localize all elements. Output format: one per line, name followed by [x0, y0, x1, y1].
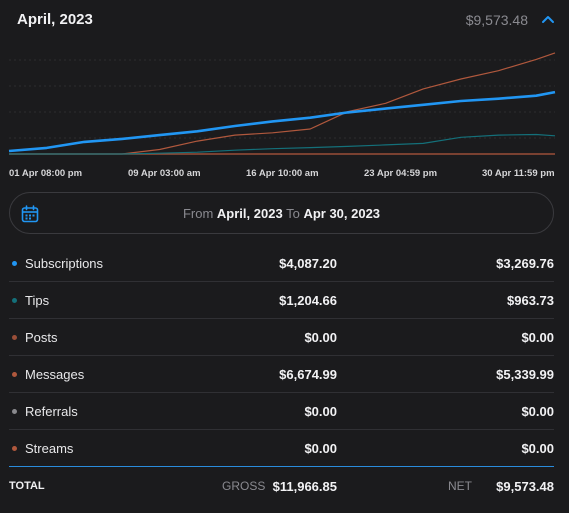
x-tick-label: 01 Apr 08:00 pm	[9, 168, 83, 179]
table-row: Messages $6,674.99 $5,339.99	[9, 356, 554, 393]
header-total: $9,573.48	[465, 12, 528, 28]
table-row: Tips $1,204.66 $963.73	[9, 282, 554, 319]
row-gross: $1,204.66	[279, 293, 337, 308]
row-net: $5,339.99	[496, 367, 554, 382]
row-net: $0.00	[521, 330, 554, 345]
legend-dot-icon	[12, 335, 17, 340]
earnings-chart	[8, 52, 556, 155]
table-row: Posts $0.00 $0.00	[9, 319, 554, 356]
row-net: $0.00	[521, 404, 554, 419]
earnings-breakdown-table: Subscriptions $4,087.20 $3,269.76 Tips $1,20…	[9, 245, 554, 467]
row-label: Streams	[25, 441, 74, 456]
series-line-messages	[9, 52, 556, 155]
calendar-icon	[21, 205, 39, 223]
x-tick-label: 30 Apr 11:59 pm	[482, 168, 555, 179]
date-range-text: From April, 2023 To Apr 30, 2023	[10, 206, 553, 221]
row-gross: $0.00	[304, 404, 337, 419]
range-to-value: Apr 30, 2023	[303, 206, 381, 221]
total-divider	[9, 466, 554, 467]
row-gross: $0.00	[304, 330, 337, 345]
row-gross: $4,087.20	[279, 256, 337, 271]
net-total: $9,573.48	[496, 479, 554, 494]
series-line-subscriptions	[8, 90, 556, 153]
legend-dot-icon	[12, 446, 17, 451]
row-gross: $6,674.99	[279, 367, 337, 382]
legend-dot-icon	[12, 261, 17, 266]
total-row: TOTAL GROSS $11,966.85 NET $9,573.48	[9, 467, 554, 507]
chevron-up-icon[interactable]	[539, 10, 557, 28]
date-range-picker[interactable]: From April, 2023 To Apr 30, 2023	[9, 192, 554, 234]
row-label: Subscriptions	[25, 256, 104, 271]
range-from-value: April, 2023	[216, 206, 283, 221]
table-row: Subscriptions $4,087.20 $3,269.76	[9, 245, 554, 282]
x-tick-label: 09 Apr 03:00 am	[128, 168, 201, 179]
table-row: Streams $0.00 $0.00	[9, 430, 554, 467]
row-label: Messages	[25, 367, 85, 382]
row-label: Referrals	[25, 404, 78, 419]
row-net: $963.73	[507, 293, 554, 308]
row-gross: $0.00	[304, 441, 337, 456]
range-from-label: From	[182, 206, 214, 221]
gross-caption: GROSS	[222, 479, 266, 493]
series-line-tips	[9, 133, 556, 155]
legend-dot-icon	[12, 298, 17, 303]
net-caption: NET	[448, 479, 472, 493]
x-tick-label: 16 Apr 10:00 am	[246, 168, 319, 179]
x-axis-labels: 01 Apr 08:00 pm 09 Apr 03:00 am 16 Apr 1…	[0, 168, 569, 182]
row-label: Posts	[25, 330, 58, 345]
total-label: TOTAL	[9, 480, 45, 492]
x-tick-label: 23 Apr 04:59 pm	[364, 168, 438, 179]
table-row: Referrals $0.00 $0.00	[9, 393, 554, 430]
panel-title: April, 2023	[17, 11, 93, 28]
range-to-label: To	[286, 206, 300, 221]
row-label: Tips	[25, 293, 50, 308]
row-net: $0.00	[521, 441, 554, 456]
legend-dot-icon	[12, 372, 17, 377]
row-net: $3,269.76	[496, 256, 554, 271]
gross-total: $11,966.85	[272, 479, 337, 494]
legend-dot-icon	[12, 409, 17, 414]
panel-header[interactable]: April, 2023 $9,573.48	[0, 0, 569, 40]
